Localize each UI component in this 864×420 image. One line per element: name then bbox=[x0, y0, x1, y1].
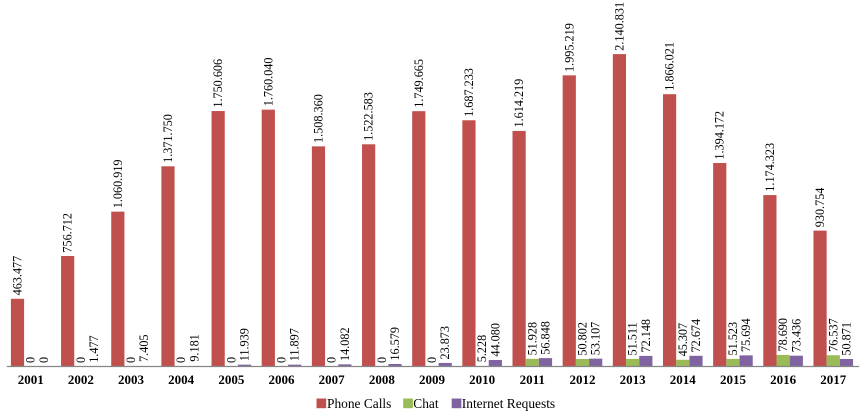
svg-text:73.436: 73.436 bbox=[789, 319, 803, 353]
svg-text:0: 0 bbox=[425, 357, 439, 363]
svg-text:Phone Calls: Phone Calls bbox=[327, 396, 391, 411]
svg-text:1.760.040: 1.760.040 bbox=[261, 58, 275, 107]
svg-text:2017: 2017 bbox=[820, 372, 847, 387]
svg-text:14.082: 14.082 bbox=[338, 327, 352, 361]
svg-text:1.394.172: 1.394.172 bbox=[713, 111, 727, 160]
svg-text:9.181: 9.181 bbox=[187, 334, 201, 361]
svg-text:1.508.360: 1.508.360 bbox=[311, 94, 325, 143]
svg-text:2003: 2003 bbox=[118, 372, 145, 387]
svg-text:2015: 2015 bbox=[720, 372, 747, 387]
svg-text:930.754: 930.754 bbox=[813, 188, 827, 228]
svg-text:1.477: 1.477 bbox=[87, 335, 101, 362]
svg-text:51.523: 51.523 bbox=[726, 322, 740, 356]
svg-text:1.614.219: 1.614.219 bbox=[512, 79, 526, 128]
svg-text:0: 0 bbox=[275, 357, 289, 363]
svg-text:Chat: Chat bbox=[413, 396, 439, 411]
svg-text:51.928: 51.928 bbox=[525, 322, 539, 356]
svg-text:45.307: 45.307 bbox=[676, 323, 690, 357]
svg-text:1.750.606: 1.750.606 bbox=[211, 59, 225, 108]
svg-text:2006: 2006 bbox=[269, 372, 296, 387]
svg-text:756.712: 756.712 bbox=[61, 213, 75, 253]
svg-text:0: 0 bbox=[325, 357, 339, 363]
svg-text:50.802: 50.802 bbox=[575, 322, 589, 356]
svg-text:2007: 2007 bbox=[319, 372, 346, 387]
svg-text:2008: 2008 bbox=[369, 372, 396, 387]
svg-text:2002: 2002 bbox=[68, 372, 94, 387]
svg-text:44.080: 44.080 bbox=[488, 323, 502, 357]
svg-text:2012: 2012 bbox=[569, 372, 595, 387]
svg-text:76.537: 76.537 bbox=[826, 318, 840, 352]
svg-text:53.107: 53.107 bbox=[589, 322, 603, 356]
svg-text:2016: 2016 bbox=[770, 372, 797, 387]
svg-text:75.694: 75.694 bbox=[739, 318, 753, 352]
svg-text:2001: 2001 bbox=[18, 372, 44, 387]
svg-text:1.060.919: 1.060.919 bbox=[111, 159, 125, 208]
svg-text:0: 0 bbox=[37, 357, 51, 363]
svg-text:0: 0 bbox=[24, 357, 38, 363]
svg-text:7.405: 7.405 bbox=[137, 334, 151, 361]
svg-text:51.511: 51.511 bbox=[626, 322, 640, 355]
svg-text:1.995.219: 1.995.219 bbox=[562, 23, 576, 72]
svg-text:Internet Requests: Internet Requests bbox=[462, 396, 555, 411]
svg-text:0: 0 bbox=[224, 357, 238, 363]
svg-text:0: 0 bbox=[74, 357, 88, 363]
svg-text:2004: 2004 bbox=[168, 372, 195, 387]
svg-text:0: 0 bbox=[174, 357, 188, 363]
svg-text:72.148: 72.148 bbox=[639, 319, 653, 353]
svg-text:16.579: 16.579 bbox=[388, 327, 402, 361]
svg-text:56.848: 56.848 bbox=[539, 321, 553, 355]
svg-text:2013: 2013 bbox=[620, 372, 647, 387]
svg-text:0: 0 bbox=[375, 357, 389, 363]
svg-text:1.749.665: 1.749.665 bbox=[412, 59, 426, 108]
svg-text:0: 0 bbox=[124, 357, 138, 363]
svg-text:1.371.750: 1.371.750 bbox=[161, 114, 175, 163]
svg-text:2011: 2011 bbox=[520, 372, 545, 387]
svg-text:2009: 2009 bbox=[419, 372, 446, 387]
svg-text:463.477: 463.477 bbox=[11, 256, 25, 296]
svg-text:5.228: 5.228 bbox=[475, 335, 489, 362]
svg-text:1.174.323: 1.174.323 bbox=[763, 143, 777, 192]
svg-text:1.522.583: 1.522.583 bbox=[362, 92, 376, 141]
svg-text:50.871: 50.871 bbox=[839, 322, 853, 356]
svg-text:2005: 2005 bbox=[218, 372, 245, 387]
svg-text:1.866.021: 1.866.021 bbox=[663, 42, 677, 91]
svg-text:1.687.233: 1.687.233 bbox=[462, 68, 476, 117]
svg-text:72.674: 72.674 bbox=[689, 319, 703, 353]
svg-text:11.939: 11.939 bbox=[238, 328, 252, 361]
svg-text:2.140.831: 2.140.831 bbox=[612, 2, 626, 51]
svg-text:78.690: 78.690 bbox=[776, 318, 790, 352]
svg-text:2010: 2010 bbox=[469, 372, 495, 387]
svg-text:11.897: 11.897 bbox=[288, 328, 302, 361]
svg-text:23.873: 23.873 bbox=[438, 326, 452, 360]
svg-text:2014: 2014 bbox=[670, 372, 697, 387]
